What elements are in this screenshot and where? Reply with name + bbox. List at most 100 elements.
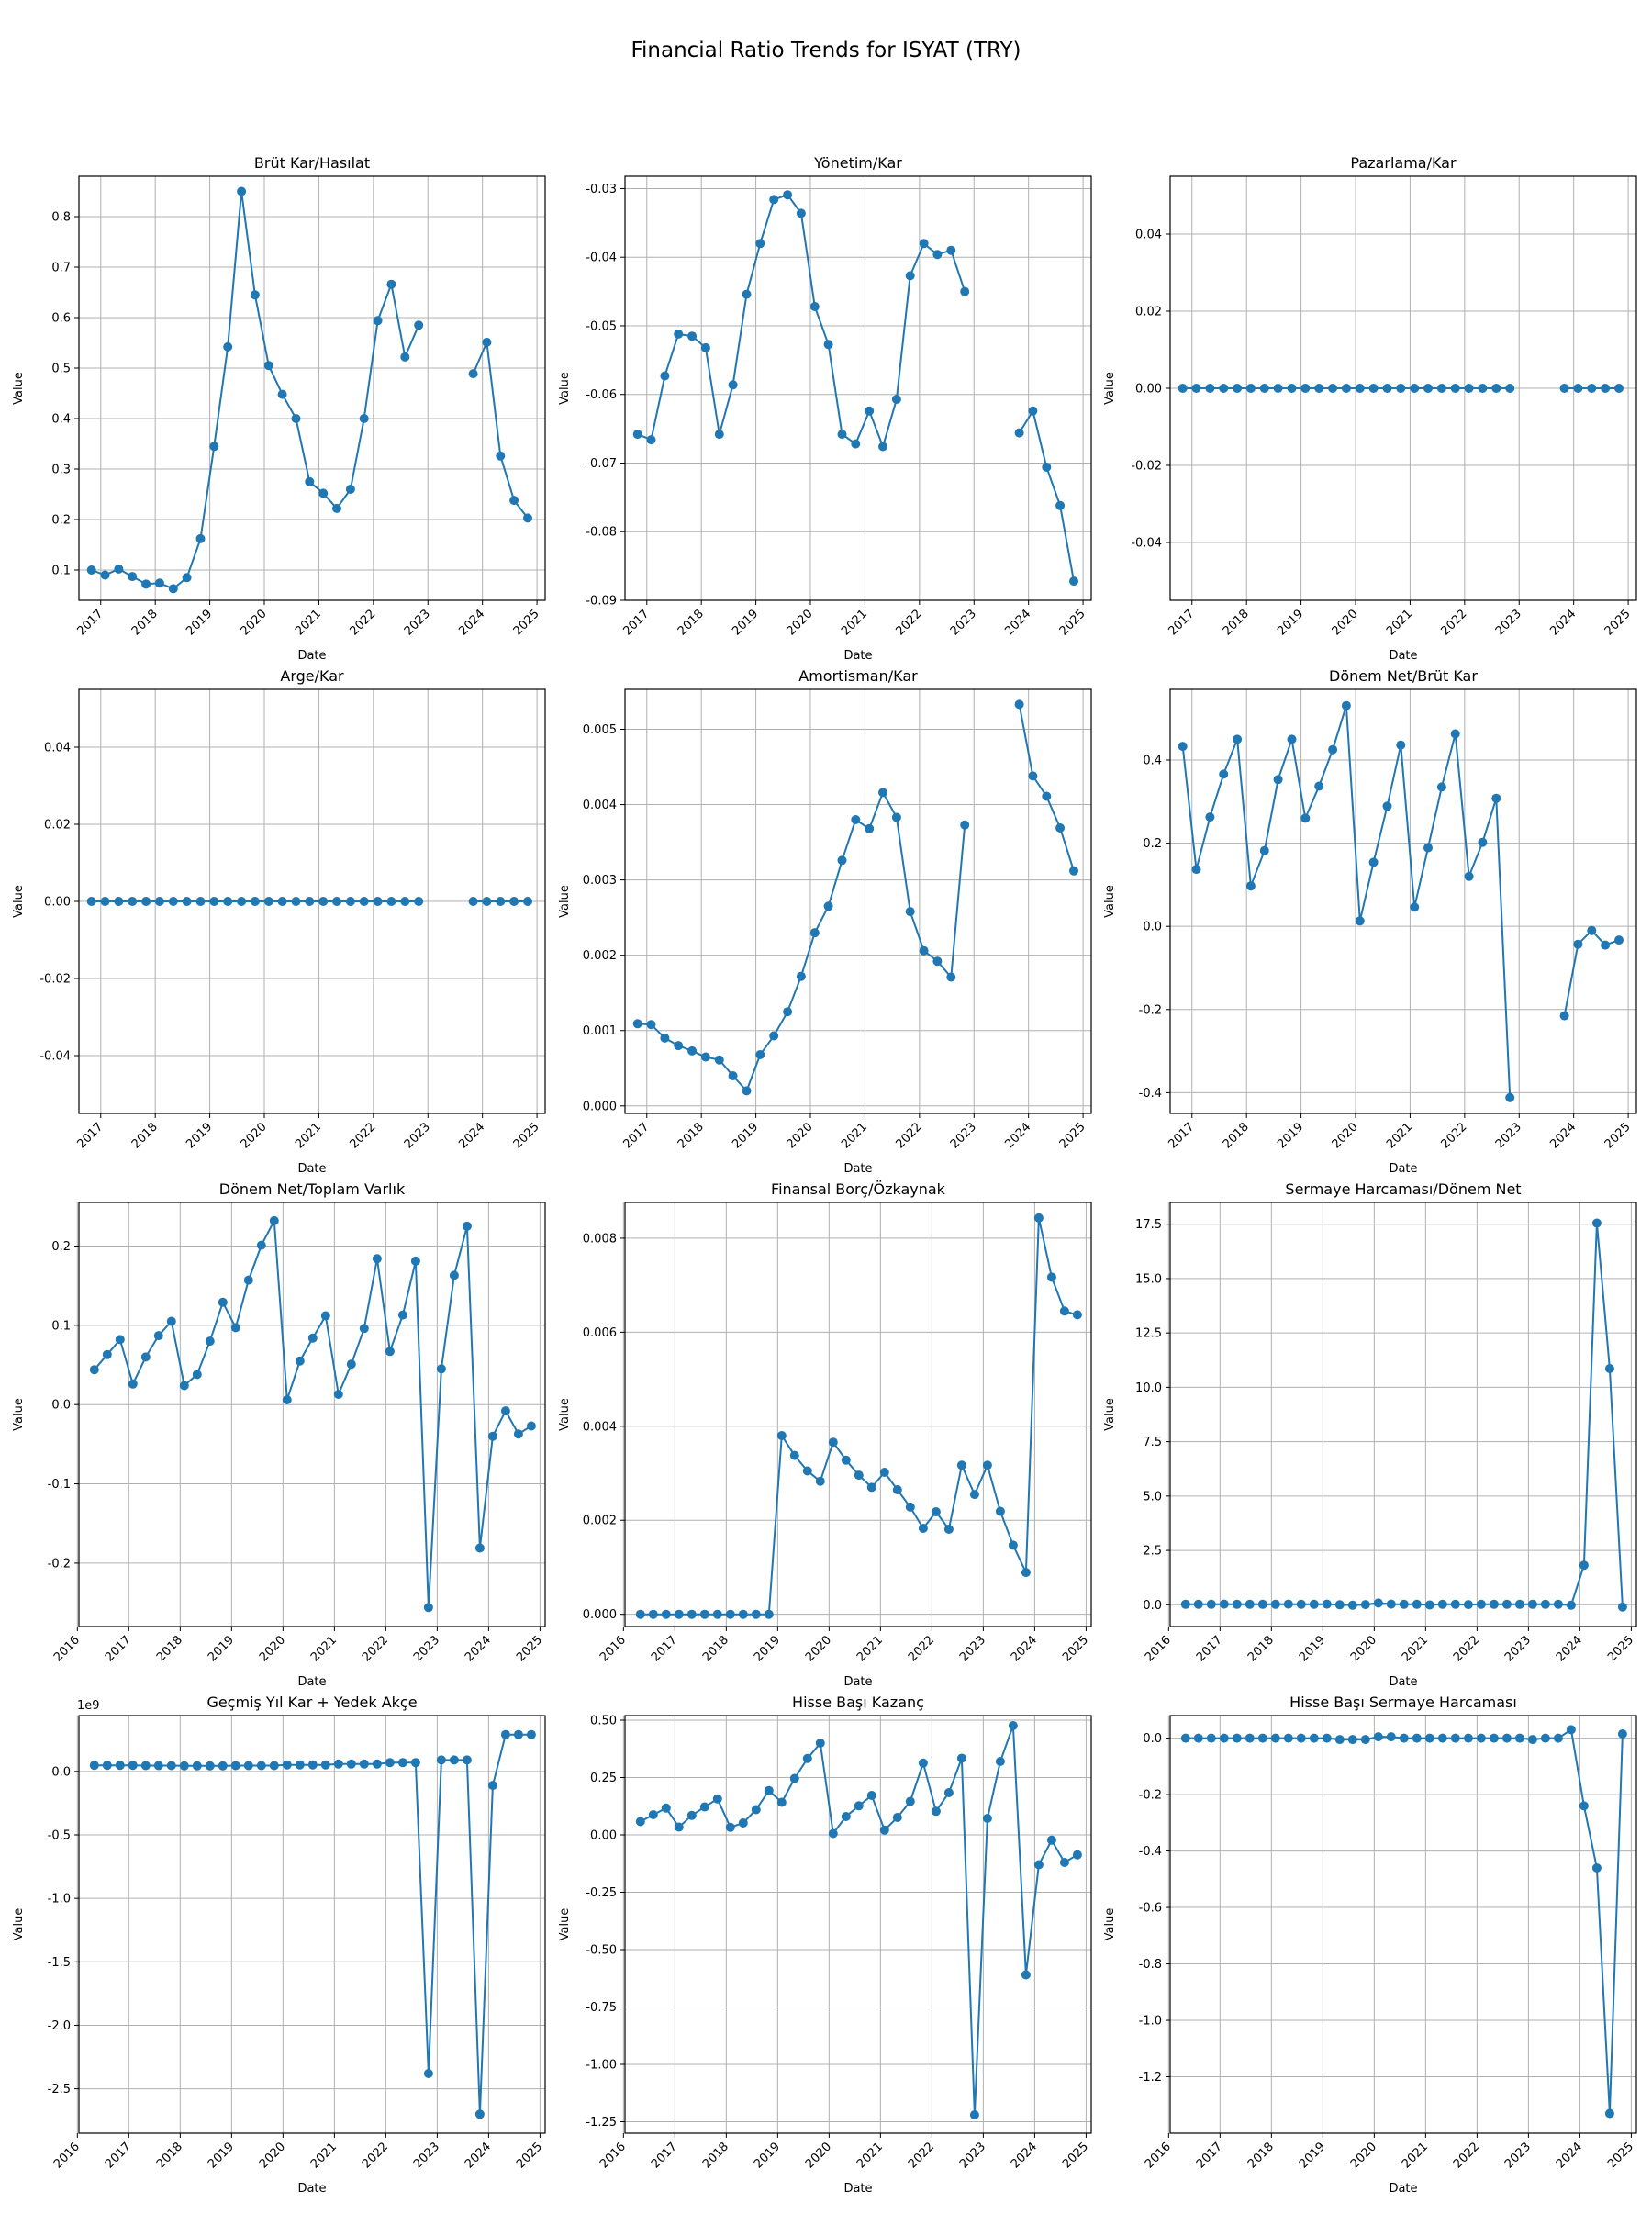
data-point [1072,1850,1082,1860]
data-point [1341,700,1351,710]
chart-title: Dönem Net/Toplam Varlık [219,1180,406,1198]
y-tick-label: -0.02 [1131,460,1162,474]
data-point [1579,1801,1589,1811]
y-tick-label: 0.002 [583,949,617,963]
data-point [1021,1568,1031,1578]
data-point [932,956,943,967]
data-point [1587,384,1597,393]
data-point [1205,812,1215,822]
data-point [1591,1218,1602,1228]
data-point [1382,384,1392,393]
data-point [436,1755,446,1765]
data-point [205,1336,215,1347]
data-point [1270,1733,1280,1743]
data-point [738,1818,748,1828]
y-tick-label: -0.4 [1139,1087,1162,1101]
gridlines [622,1716,1091,2133]
data-point [1069,866,1078,876]
data-point [86,565,96,575]
y-tick-label: -0.07 [586,457,617,471]
y-tick-label: 0.001 [583,1024,617,1038]
data-point [1412,1599,1422,1609]
data-point [1180,1733,1190,1743]
data-point [905,1502,915,1512]
y-tick-label: 0.2 [51,1240,71,1254]
data-point [714,1055,724,1065]
data-point [128,897,138,906]
data-point [1233,734,1243,744]
data-point [1368,857,1379,867]
x-tick-label: 2024 [463,2140,494,2171]
data-point [879,1468,889,1477]
y-tick-label: -0.08 [586,526,617,540]
data-point [509,897,519,906]
data-point [1021,1970,1031,1980]
data-point [1191,865,1201,875]
data-point [1601,940,1611,950]
data-point [1206,1733,1216,1743]
data-point [1505,1092,1515,1102]
data-point [1579,1560,1589,1571]
data-point [789,1450,799,1460]
y-tick-label: 0.3 [51,464,71,477]
data-point [751,1609,761,1619]
data-point [1287,734,1297,744]
data-point [956,1753,966,1763]
data-point [1055,500,1066,510]
data-point [168,897,178,906]
y-tick-label: 0.2 [51,514,71,528]
data-point [1360,1600,1370,1610]
x-tick-label: 2025 [1605,2140,1636,2171]
data-point [237,186,247,196]
y-tick-label: 0.25 [590,1772,617,1785]
y-tick-label: -2.0 [48,2019,71,2033]
y-tick-label: 0.004 [583,1420,617,1434]
data-point [918,1524,928,1533]
data-point [1309,1733,1319,1743]
chart-title: Arge/Kar [280,667,344,685]
data-point [277,389,287,399]
data-point [291,897,301,906]
y-tick-label: 0.003 [583,874,617,888]
data-point [1382,801,1392,811]
data-point [714,430,724,440]
data-point [385,1347,395,1357]
data-point [1296,1599,1306,1609]
x-tick-label: 2018 [700,2140,731,2171]
data-point [1591,1863,1602,1873]
y-tick-label: 0.1 [51,1319,71,1333]
y-axis-label: Value [558,1908,572,1941]
data-point [230,1761,240,1771]
data-point [1219,1599,1229,1609]
data-point [1322,1733,1332,1743]
data-point [1259,384,1269,393]
x-axis-label: Date [1389,1162,1417,1176]
data-point [1033,1213,1044,1223]
chart-panel-5: 2017 2018 2019 2020 2021 2022 2023 2024 20250.00… [558,667,1092,1176]
data-point [960,286,970,296]
data-point [474,2109,485,2119]
data-point [1283,1733,1293,1743]
data-point [513,1429,523,1439]
data-point [802,1753,812,1763]
y-axis-label: Value [558,372,572,405]
x-tick-label: 2022 [906,2140,937,2171]
y-axis-label: Value [1103,1908,1117,1941]
data-point [462,1221,472,1231]
data-point [182,573,192,583]
chart-panel-6: 2017 2018 2019 2020 2021 2022 2023 2024 2025-0.4… [1103,667,1637,1176]
data-point [1573,384,1583,393]
data-point [755,1050,765,1059]
data-point [1042,791,1052,801]
data-point [1273,775,1283,785]
chart-panel-10: 2016 2017 2018 2019 2020 2021 2022 2023 2024 2025… [12,1694,546,2196]
y-tick-label: -0.04 [586,252,617,265]
series-line [94,1217,532,1608]
series-line [637,194,966,450]
y-tick-label: 0.7 [51,262,71,275]
data-point [776,1431,787,1440]
data-point [1614,384,1624,393]
x-axis-label: Date [1389,649,1417,663]
data-point [1245,1599,1255,1609]
data-point [661,1609,671,1619]
